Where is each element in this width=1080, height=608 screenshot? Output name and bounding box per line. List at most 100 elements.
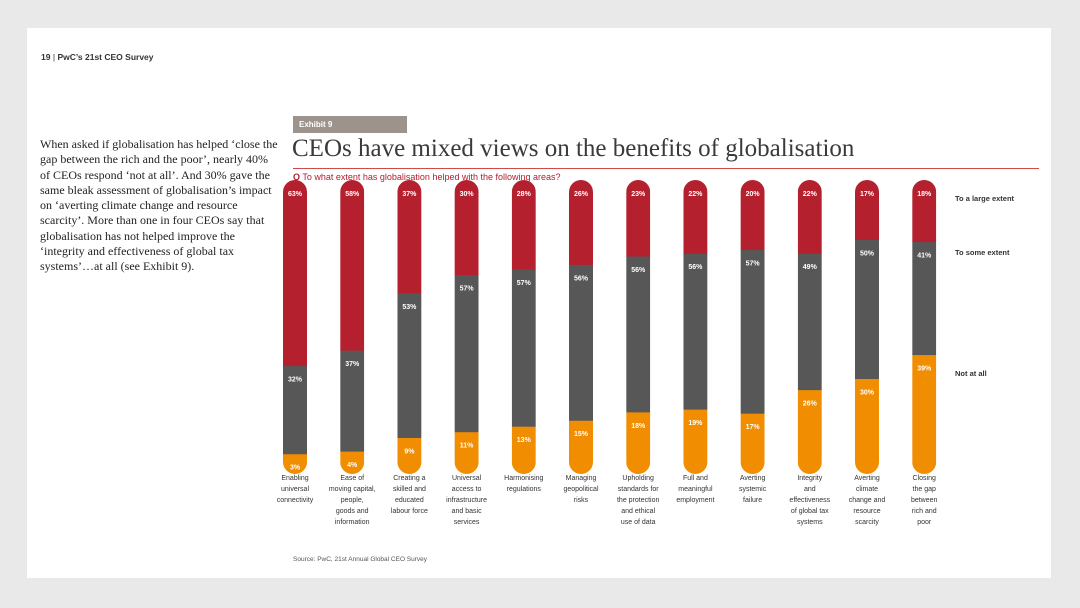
bar-segment-to-a-large-extent [912, 180, 937, 243]
category-label: Creating a skilled and educated labour forc… [391, 475, 428, 515]
bar-segment-not-at-all [912, 354, 937, 474]
category-label-line: the protection [617, 497, 660, 504]
bar-segment-to-a-large-extent [340, 180, 365, 351]
category-label-line: moving capital, [329, 486, 376, 493]
bar-group [683, 180, 708, 474]
data-label: 17% [746, 424, 761, 431]
category-label-line: poor [917, 519, 932, 526]
category-label-line: failure [743, 497, 762, 504]
data-label: 56% [631, 267, 646, 274]
category-label-line: change and [849, 497, 886, 504]
data-label: 22% [803, 191, 818, 198]
category-label-line: and ethical [621, 508, 655, 515]
data-label: 57% [746, 260, 761, 267]
bar-segment-to-a-large-extent [397, 180, 422, 294]
category-label-line: services [454, 519, 480, 526]
data-label: 39% [917, 366, 932, 373]
bar-segment-not-at-all [511, 426, 536, 474]
data-label: 22% [688, 191, 703, 198]
bar-segment-not-at-all [626, 411, 651, 474]
bar-group [397, 180, 422, 474]
category-label-line: use of data [621, 519, 656, 526]
category-label-line: systems [797, 519, 823, 526]
category-label-line: climate [856, 486, 878, 493]
category-label-line: connectivity [277, 497, 314, 504]
bar-group [569, 180, 593, 474]
stacked-bar-chart: 3% 32% 63% Enabling universal connectivity 4% 3… [277, 180, 1015, 526]
data-label: 56% [574, 275, 589, 282]
data-label: 26% [803, 401, 818, 408]
bar-segment-to-a-large-extent [454, 180, 479, 276]
category-label: Averting climate change and resource scarcit… [849, 475, 886, 526]
bar-segment-not-at-all [340, 451, 365, 474]
category-label: Universal access to infrastructure and basi… [446, 475, 487, 526]
chart-question: Q To what extent has globalisation helpe… [293, 172, 561, 182]
category-label: Managing geopolitical risks [563, 475, 598, 504]
data-label: 37% [402, 191, 417, 198]
bar-group [740, 180, 765, 474]
chart-title: CEOs have mixed views on the benefits of… [292, 135, 855, 162]
bar-segment-to-some-extent [797, 253, 822, 391]
data-label: 57% [517, 280, 532, 287]
data-label: 11% [460, 443, 474, 450]
data-label: 9% [404, 448, 415, 455]
data-label: 18% [631, 423, 646, 430]
category-label: Upholding standards for the protection and … [617, 475, 660, 526]
bar-segment-to-a-large-extent [797, 180, 822, 254]
bar-segment-not-at-all [855, 378, 879, 474]
category-label: Enabling universal connectivity [277, 475, 314, 504]
data-label: 30% [460, 191, 475, 198]
bar-segment-to-a-large-extent [740, 180, 765, 250]
bar-segment-to-some-extent [283, 365, 307, 455]
data-label: 37% [345, 361, 360, 368]
data-label: 41% [917, 253, 932, 260]
bar-segment-to-some-extent [855, 239, 879, 379]
category-label-line: Upholding [622, 475, 654, 482]
category-label-line: of global tax [791, 508, 829, 515]
category-label-line: geopolitical [563, 486, 598, 493]
category-label-line: Averting [740, 475, 766, 482]
bar-group [855, 180, 879, 474]
data-label: 4% [347, 462, 358, 469]
category-label-line: between [911, 497, 938, 504]
bar-segment-to-a-large-extent [626, 180, 651, 257]
bar-segment-not-at-all [569, 420, 593, 474]
category-label-line: Integrity [797, 475, 822, 482]
data-label: 19% [688, 420, 703, 427]
category-label: Ease of moving capital, people, goods and in… [329, 475, 376, 526]
bar-segment-to-some-extent [569, 264, 593, 421]
category-label-line: the gap [913, 486, 936, 493]
category-label-line: Enabling [281, 475, 308, 482]
category-label-line: infrastructure [446, 497, 487, 504]
category-label: Integrity and effectiveness of global tax sy… [789, 475, 830, 526]
category-label-line: labour force [391, 508, 428, 515]
data-label: 49% [803, 264, 818, 271]
bar-segment-not-at-all [740, 413, 765, 474]
bar-segment-to-some-extent [740, 249, 765, 414]
bar-group [797, 180, 822, 474]
data-label: 17% [860, 191, 875, 198]
question-prefix: Q [293, 172, 301, 182]
bar-segment-to-a-large-extent [855, 180, 879, 240]
bar-group [454, 180, 479, 474]
report-page: 19 | PwC’s 21st CEO Survey When asked if… [27, 28, 1051, 578]
category-label-line: Creating a [393, 475, 425, 482]
category-label-line: access to [452, 486, 482, 493]
data-label: 15% [574, 431, 589, 438]
data-label: 3% [290, 465, 301, 472]
body-paragraph: When asked if globalisation has helped ‘… [40, 137, 278, 274]
category-label-line: effectiveness [789, 497, 830, 504]
category-label-line: rich and [912, 508, 937, 515]
category-label-line: and [804, 486, 816, 493]
category-label: Harmonising regulations [504, 475, 543, 493]
category-label-line: educated [395, 497, 424, 504]
publication-title: PwC’s 21st CEO Survey [57, 52, 154, 62]
chart-source: Source: PwC, 21st Annual Global CEO Surv… [293, 556, 428, 563]
category-label-line: goods and [336, 508, 369, 515]
category-label-line: Averting [854, 475, 880, 482]
bar-segment-to-a-large-extent [283, 180, 307, 367]
data-label: 18% [917, 191, 932, 198]
legend-entry: To some extent [955, 248, 1010, 257]
header-separator: | [52, 52, 56, 62]
category-label-line: Closing [913, 475, 936, 482]
